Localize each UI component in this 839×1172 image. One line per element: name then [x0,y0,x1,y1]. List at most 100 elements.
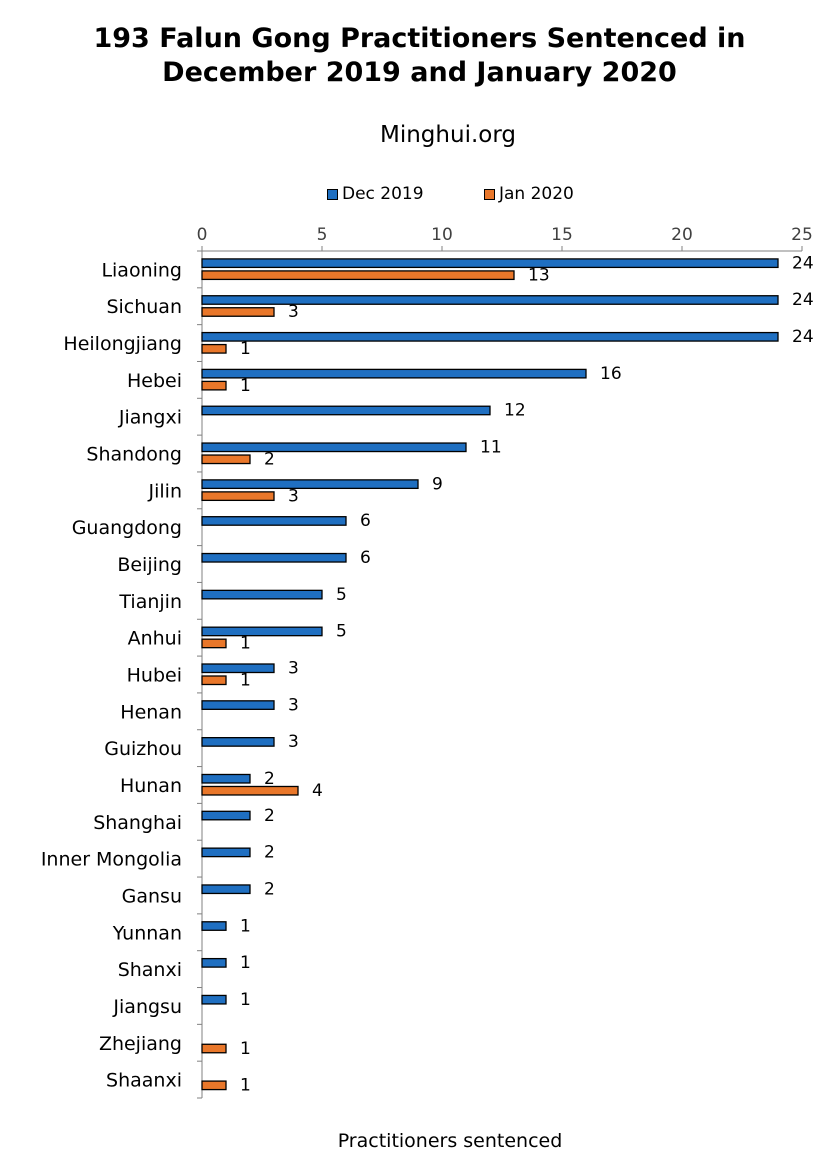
category-label-hubei: Hubei [127,665,182,687]
data-label-dec-2019-hebei: 16 [600,364,622,384]
data-label-dec-2019-henan: 3 [288,695,299,715]
bar-dec-2019-gansu [201,884,251,895]
bar-jan-2020-jilin [201,491,275,502]
category-label-henan: Henan [120,701,182,723]
category-label-shandong: Shandong [86,444,182,466]
legend-item-dec-2019: Dec 2019 [327,184,424,204]
data-label-jan-2020-shaanxi: 1 [240,1076,251,1096]
category-label-shanxi: Shanxi [118,959,182,981]
data-label-dec-2019-jiangxi: 12 [504,401,526,421]
data-label-jan-2020-heilongjiang: 1 [240,339,251,359]
category-label-sichuan: Sichuan [106,296,182,318]
category-label-gansu: Gansu [122,885,182,907]
data-label-dec-2019-gansu: 2 [264,879,275,899]
bar-dec-2019-jilin [201,479,419,490]
bar-jan-2020-shandong [201,454,251,465]
bar-dec-2019-jiangxi [201,405,491,416]
legend: Dec 2019 Jan 2020 [0,184,839,206]
legend-swatch-jan-2020 [484,188,495,200]
data-label-jan-2020-hubei: 1 [240,671,251,691]
data-label-dec-2019-sichuan: 24 [792,290,814,310]
data-label-dec-2019-yunnan: 1 [240,916,251,936]
bar-dec-2019-shandong [201,442,467,453]
data-label-dec-2019-tianjin: 5 [336,585,347,605]
bar-dec-2019-jiangsu [201,994,227,1005]
category-label-heilongjiang: Heilongjiang [63,333,182,355]
category-label-tianjin: Tianjin [118,591,182,613]
bar-dec-2019-guangdong [201,516,347,526]
category-label-hunan: Hunan [120,775,182,797]
data-label-dec-2019-jilin: 9 [432,474,443,494]
x-axis-label: Practitioners sentenced [337,1130,563,1152]
x-tick-label-15: 15 [551,225,573,245]
data-label-dec-2019-jiangsu: 1 [240,990,251,1010]
category-label-jiangxi: Jiangxi [118,407,182,429]
data-label-jan-2020-liaoning: 13 [528,265,550,285]
bar-dec-2019-anhui [201,626,323,637]
category-label-shaanxi: Shaanxi [106,1070,182,1092]
category-label-yunnan: Yunnan [112,922,182,944]
x-tick-label-10: 10 [431,225,453,245]
bar-dec-2019-hunan [201,773,251,784]
data-label-jan-2020-sichuan: 3 [288,302,299,322]
bar-jan-2020-heilongjiang [201,343,227,354]
data-label-jan-2020-anhui: 1 [240,634,251,654]
bar-dec-2019-shanghai [201,810,251,821]
bar-jan-2020-hunan [201,785,299,796]
bar-dec-2019-heilongjiang [201,331,779,342]
bar-jan-2020-sichuan [201,307,275,317]
bar-jan-2020-liaoning [201,270,515,281]
data-label-dec-2019-shanghai: 2 [264,806,275,826]
data-label-dec-2019-guizhou: 3 [288,732,299,752]
data-label-dec-2019-shandong: 11 [480,438,502,458]
bar-dec-2019-hebei [201,368,587,379]
data-label-dec-2019-shanxi: 1 [240,953,251,973]
legend-swatch-dec-2019 [327,188,338,200]
bar-jan-2020-anhui [201,638,227,649]
bar-dec-2019-sichuan [201,295,779,305]
bar-jan-2020-shaanxi [201,1080,227,1091]
category-label-beijing: Beijing [117,554,182,576]
chart-title: 193 Falun Gong Practitioners Sentenced i… [0,22,839,90]
bar-dec-2019-hubei [201,663,275,674]
category-label-shanghai: Shanghai [93,812,182,834]
legend-item-jan-2020: Jan 2020 [484,184,574,204]
x-tick-label-5: 5 [317,225,328,245]
bar-dec-2019-beijing [201,552,347,563]
chart-title-line-2: December 2019 and January 2020 [162,57,677,88]
data-label-dec-2019-inner-mongolia: 2 [264,843,275,863]
bar-dec-2019-tianjin [201,589,323,600]
x-tick-label-25: 25 [791,225,813,245]
data-label-dec-2019-beijing: 6 [360,548,371,568]
category-label-hebei: Hebei [127,370,182,392]
data-label-dec-2019-liaoning: 24 [792,253,814,273]
data-label-dec-2019-hunan: 2 [264,769,275,789]
data-label-jan-2020-hunan: 4 [312,781,323,801]
legend-label-jan-2020: Jan 2020 [499,184,574,204]
category-label-jiangsu: Jiangsu [112,996,182,1018]
data-label-dec-2019-anhui: 5 [336,622,347,642]
bar-dec-2019-liaoning [201,258,779,269]
x-tick-label-20: 20 [671,225,693,245]
category-label-inner-mongolia: Inner Mongolia [41,849,182,871]
bar-dec-2019-shanxi [201,957,227,968]
data-label-jan-2020-jilin: 3 [288,486,299,506]
category-label-guangdong: Guangdong [72,517,182,539]
legend-label-dec-2019: Dec 2019 [342,184,424,204]
category-label-anhui: Anhui [128,628,182,650]
data-label-dec-2019-hubei: 3 [288,659,299,679]
data-label-dec-2019-guangdong: 6 [360,511,371,531]
data-label-jan-2020-shandong: 2 [264,450,275,470]
bar-dec-2019-guizhou [201,737,275,747]
category-label-zhejiang: Zhejiang [99,1033,182,1055]
data-label-jan-2020-hebei: 1 [240,376,251,396]
category-label-liaoning: Liaoning [101,259,182,281]
data-label-jan-2020-zhejiang: 1 [240,1039,251,1059]
category-label-guizhou: Guizhou [104,738,182,760]
bar-dec-2019-henan [201,700,275,710]
chart-subtitle: Minghui.org [380,122,516,148]
bar-jan-2020-zhejiang [201,1043,227,1054]
bar-jan-2020-hebei [201,380,227,391]
x-tick-label-0: 0 [197,225,208,245]
